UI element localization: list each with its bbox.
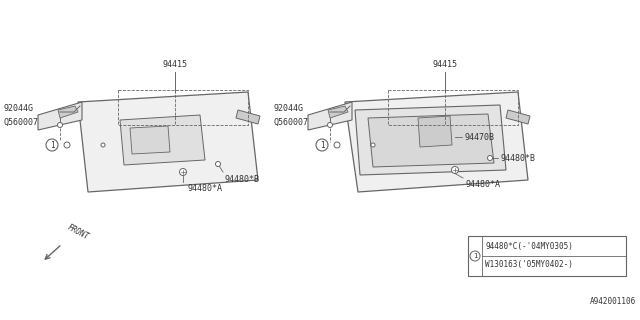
Polygon shape — [120, 115, 205, 165]
Polygon shape — [345, 92, 528, 192]
Text: 1: 1 — [320, 140, 324, 149]
Circle shape — [451, 166, 458, 173]
Text: 92044G: 92044G — [273, 103, 303, 113]
Text: A942001106: A942001106 — [589, 297, 636, 306]
Text: Q560007: Q560007 — [273, 117, 308, 126]
Polygon shape — [368, 114, 494, 167]
Circle shape — [64, 142, 70, 148]
Text: 94415: 94415 — [433, 60, 458, 69]
Text: 92044G: 92044G — [3, 103, 33, 113]
Circle shape — [58, 123, 63, 127]
Polygon shape — [355, 105, 506, 175]
Polygon shape — [506, 110, 530, 124]
Polygon shape — [236, 110, 260, 124]
Polygon shape — [38, 102, 82, 130]
Bar — [468, 236, 626, 276]
Circle shape — [371, 143, 375, 147]
Text: FRONT: FRONT — [66, 223, 91, 242]
Polygon shape — [130, 126, 170, 154]
Text: 94480*A: 94480*A — [187, 184, 222, 193]
Text: 1: 1 — [50, 140, 54, 149]
Polygon shape — [328, 106, 348, 118]
Circle shape — [101, 143, 105, 147]
Circle shape — [328, 123, 333, 127]
Text: 1: 1 — [473, 253, 477, 259]
Circle shape — [179, 169, 186, 175]
Polygon shape — [308, 102, 352, 130]
Text: 94415: 94415 — [163, 60, 188, 69]
Polygon shape — [78, 92, 258, 192]
Text: 94480*B: 94480*B — [224, 175, 259, 184]
Text: 94480*C(-'04MY0305): 94480*C(-'04MY0305) — [485, 242, 573, 251]
Circle shape — [470, 251, 480, 261]
Circle shape — [334, 142, 340, 148]
Text: W130163('05MY0402-): W130163('05MY0402-) — [485, 260, 573, 269]
Circle shape — [488, 156, 493, 161]
Text: 94470B: 94470B — [464, 132, 494, 141]
Circle shape — [46, 139, 58, 151]
Polygon shape — [58, 106, 78, 118]
Circle shape — [316, 139, 328, 151]
Text: 94480*B: 94480*B — [500, 154, 535, 163]
Text: Q560007: Q560007 — [3, 117, 38, 126]
Polygon shape — [418, 116, 452, 147]
Circle shape — [216, 162, 221, 166]
Text: 94480*A: 94480*A — [465, 180, 500, 189]
